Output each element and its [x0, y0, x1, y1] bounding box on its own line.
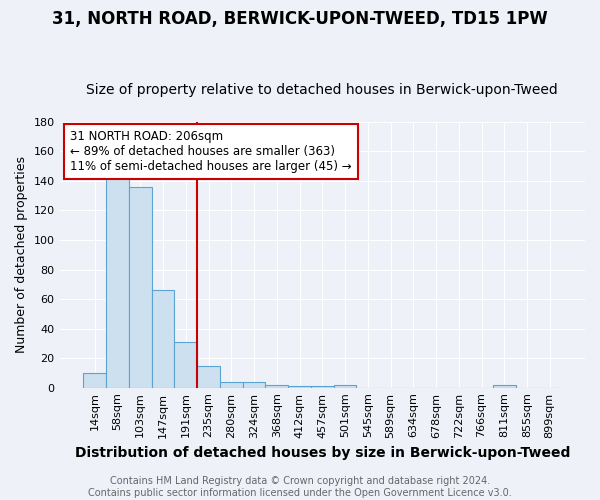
Text: 31 NORTH ROAD: 206sqm
← 89% of detached houses are smaller (363)
11% of semi-det: 31 NORTH ROAD: 206sqm ← 89% of detached …	[70, 130, 352, 173]
Bar	[175, 342, 197, 388]
Bar	[334, 384, 356, 388]
Bar	[242, 382, 265, 388]
Bar	[152, 290, 175, 388]
Text: Contains HM Land Registry data © Crown copyright and database right 2024.
Contai: Contains HM Land Registry data © Crown c…	[88, 476, 512, 498]
Bar	[83, 373, 106, 388]
Y-axis label: Number of detached properties: Number of detached properties	[15, 156, 28, 353]
Bar	[197, 366, 220, 388]
X-axis label: Distribution of detached houses by size in Berwick-upon-Tweed: Distribution of detached houses by size …	[74, 446, 570, 460]
Bar	[288, 386, 311, 388]
Bar	[220, 382, 242, 388]
Bar	[493, 384, 515, 388]
Bar	[129, 187, 152, 388]
Text: 31, NORTH ROAD, BERWICK-UPON-TWEED, TD15 1PW: 31, NORTH ROAD, BERWICK-UPON-TWEED, TD15…	[52, 10, 548, 28]
Bar	[265, 384, 288, 388]
Bar	[106, 176, 129, 388]
Bar	[311, 386, 334, 388]
Title: Size of property relative to detached houses in Berwick-upon-Tweed: Size of property relative to detached ho…	[86, 83, 558, 97]
